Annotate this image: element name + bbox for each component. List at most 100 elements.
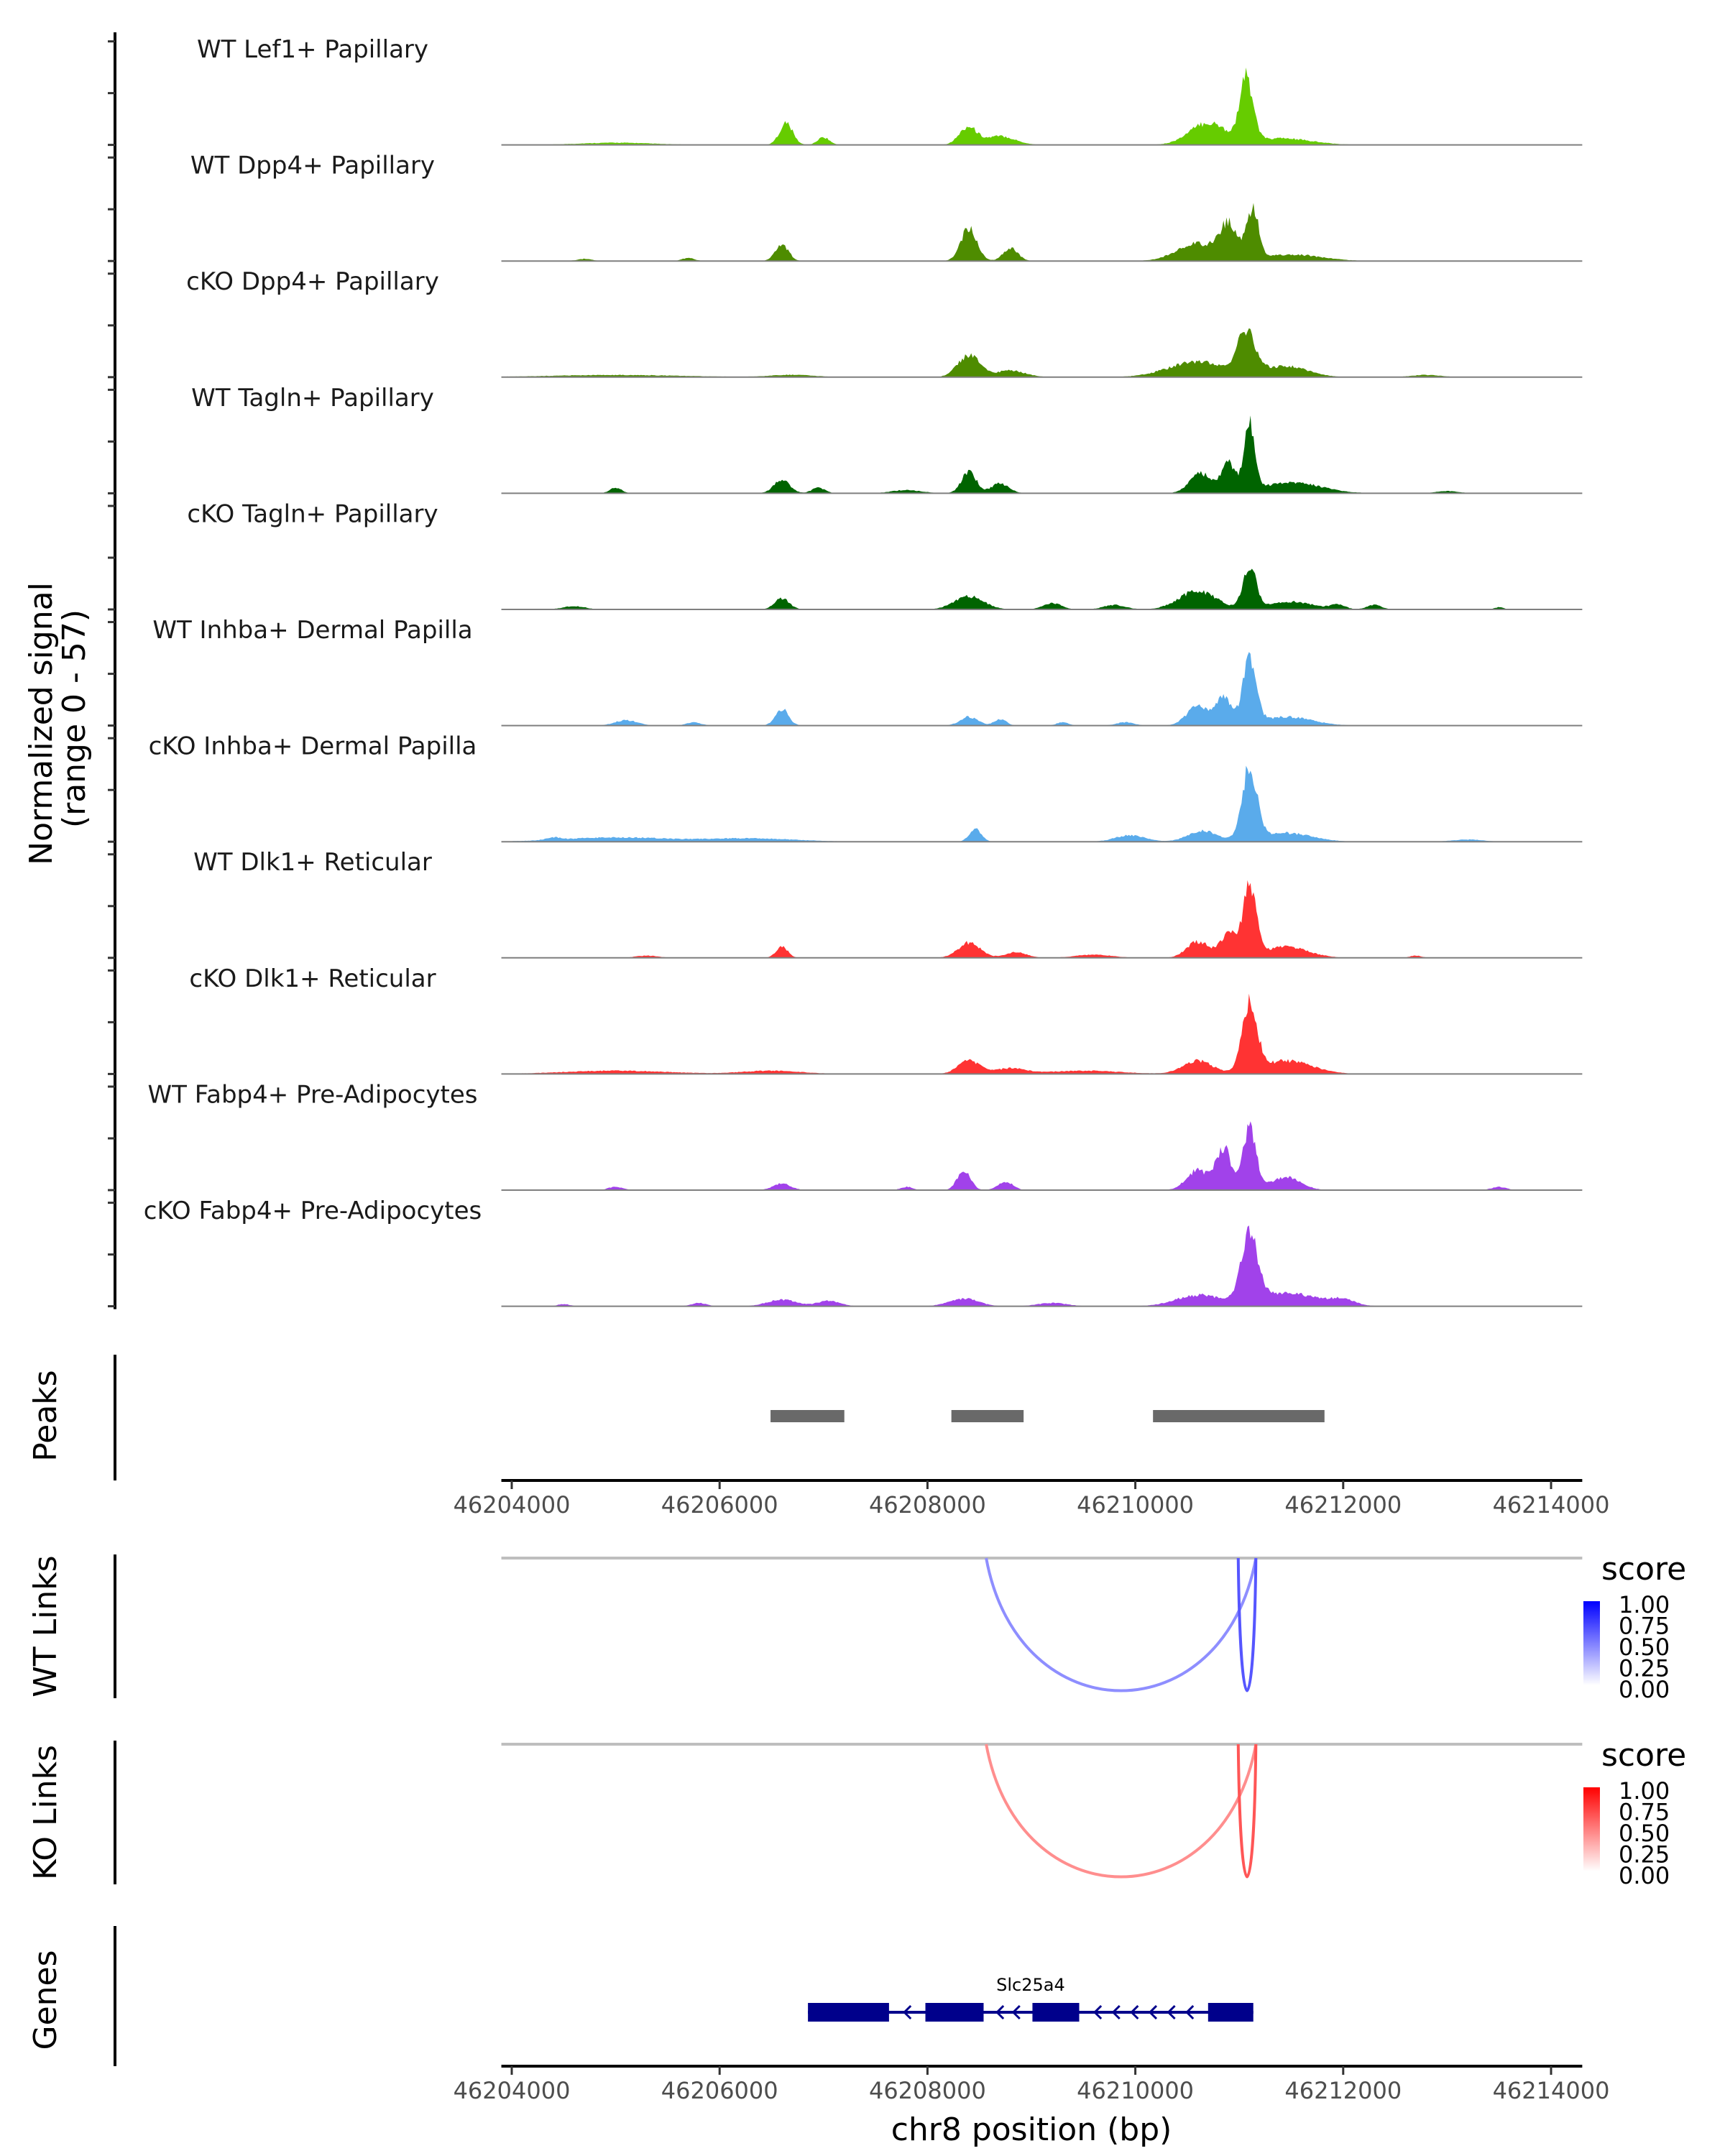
y-axis-title-line2: (range 0 - 57) <box>56 609 93 828</box>
coverage-area <box>501 568 1583 609</box>
x-axis-title: chr8 position (bp) <box>891 2111 1172 2148</box>
legend-tick-label: 0.50 <box>1619 1634 1670 1661</box>
coverage-tracks: WT Lef1+ Papillary WT Dpp4+ Papillary cKO … <box>108 32 1583 1309</box>
coverage-area <box>501 993 1583 1074</box>
coverage-area <box>501 1225 1583 1307</box>
links-track: KO Links score 1.000.750.500.250.00 <box>27 1737 1686 1889</box>
coverage-area <box>501 880 1583 958</box>
strand-arrow <box>995 2004 1005 2020</box>
coverage-track: WT Lef1+ Papillary <box>108 35 1583 147</box>
coverage-track: cKO Tagln+ Papillary <box>108 499 1583 611</box>
legend-tick-label: 0.25 <box>1619 1655 1670 1682</box>
x-tick-label: 46210000 <box>1077 1491 1194 1519</box>
score-legend: score 1.000.750.500.250.00 <box>1583 1737 1686 1889</box>
coverage-track: WT Fabp4+ Pre-Adipocytes <box>108 1080 1583 1192</box>
track-label: WT Tagln+ Papillary <box>191 384 434 413</box>
x-axis-bottom: 46204000 46206000 46208000 46210000 46212000… <box>454 2065 1610 2104</box>
link-arc <box>985 1557 1258 1692</box>
gene-exon <box>808 2003 889 2022</box>
track-label: WT Lef1+ Papillary <box>197 35 428 64</box>
coverage-track: cKO Dpp4+ Papillary <box>108 267 1583 379</box>
peak-region <box>770 1410 845 1422</box>
peaks-track: Peaks <box>27 1355 1325 1480</box>
coverage-area <box>501 652 1583 726</box>
peaks-track-label: Peaks <box>27 1370 64 1461</box>
strand-arrow <box>903 2004 912 2020</box>
track-label: WT Dpp4+ Papillary <box>190 152 435 180</box>
coverage-area <box>501 203 1583 262</box>
strand-arrow <box>1130 2004 1139 2020</box>
x-tick-label: 46214000 <box>1493 1491 1610 1519</box>
track-label: WT Inhba+ Dermal Papilla <box>152 616 472 645</box>
strand-arrow <box>1185 2004 1195 2020</box>
strand-arrow <box>1093 2004 1103 2020</box>
legend-colorbar <box>1583 1601 1600 1685</box>
legend-tick-label: 1.00 <box>1619 1591 1670 1618</box>
coverage-area <box>501 765 1583 842</box>
legend-tick-label: 1.00 <box>1619 1777 1670 1805</box>
coverage-track: WT Dpp4+ Papillary <box>108 152 1583 262</box>
link-arc <box>985 1743 1258 1879</box>
track-label: cKO Dlk1+ Reticular <box>189 964 436 993</box>
legend-title: score <box>1601 1551 1686 1588</box>
strand-arrow <box>1148 2004 1158 2020</box>
legend-title: score <box>1601 1737 1686 1774</box>
coverage-area <box>501 68 1583 145</box>
links-track-label: WT Links <box>27 1555 64 1697</box>
strand-arrow <box>1011 2004 1021 2020</box>
x-tick-label: 46208000 <box>869 1491 986 1519</box>
legend-tick-label: 0.75 <box>1619 1613 1670 1640</box>
y-axis-title-line1: Normalized signal <box>23 582 60 865</box>
y-axis-title: Normalized signal (range 0 - 57) <box>23 572 93 865</box>
coverage-track: WT Inhba+ Dermal Papilla <box>108 616 1583 727</box>
score-legend: score 1.000.750.500.250.00 <box>1583 1551 1686 1703</box>
gene-exon <box>1208 2003 1254 2022</box>
coverage-track: WT Tagln+ Papillary <box>108 384 1583 494</box>
x-tick-label: 46214000 <box>1493 2077 1610 2104</box>
gene-exon <box>925 2003 984 2022</box>
track-label: cKO Fabp4+ Pre-Adipocytes <box>144 1197 482 1225</box>
genes-track: Genes Slc25a4 <box>27 1926 1254 2066</box>
x-tick-label: 46212000 <box>1284 1491 1402 1519</box>
genes-track-label: Genes <box>27 1950 64 2050</box>
legend-tick-label: 0.00 <box>1619 1862 1670 1889</box>
coverage-track: WT Dlk1+ Reticular <box>108 848 1583 959</box>
strand-arrow <box>1111 2004 1121 2020</box>
strand-arrow <box>1167 2004 1176 2020</box>
track-label: WT Fabp4+ Pre-Adipocytes <box>148 1080 478 1109</box>
legend-tick-label: 0.75 <box>1619 1799 1670 1826</box>
legend-tick-label: 0.00 <box>1619 1676 1670 1703</box>
track-label: cKO Dpp4+ Papillary <box>186 267 439 296</box>
peak-region <box>951 1410 1024 1422</box>
link-arc <box>1236 1557 1258 1692</box>
x-tick-label: 46208000 <box>869 2077 986 2104</box>
coverage-track: cKO Dlk1+ Reticular <box>108 964 1583 1075</box>
legend-tick-label: 0.25 <box>1619 1841 1670 1869</box>
x-axis-top: 46204000 46206000 46208000 46210000 46212000… <box>454 1479 1610 1519</box>
links-track: WT Links score 1.000.750.500.250.00 <box>27 1551 1686 1703</box>
gene-exon <box>1032 2003 1080 2022</box>
x-tick-label: 46204000 <box>454 1491 571 1519</box>
x-tick-label: 46206000 <box>661 1491 778 1519</box>
track-label: cKO Inhba+ Dermal Papilla <box>149 732 477 761</box>
link-arc <box>1236 1743 1258 1879</box>
legend-tick-label: 0.50 <box>1619 1820 1670 1847</box>
links-track-label: KO Links <box>27 1745 64 1880</box>
track-label: WT Dlk1+ Reticular <box>193 848 432 877</box>
peak-region <box>1153 1410 1325 1422</box>
gene-name: Slc25a4 <box>996 1975 1065 1995</box>
coverage-track: cKO Inhba+ Dermal Papilla <box>108 732 1583 843</box>
x-tick-label: 46204000 <box>454 2077 571 2104</box>
x-tick-label: 46212000 <box>1284 2077 1402 2104</box>
coverage-area <box>501 1121 1583 1190</box>
coverage-track: cKO Fabp4+ Pre-Adipocytes <box>108 1197 1583 1308</box>
x-tick-label: 46206000 <box>661 2077 778 2104</box>
track-label: cKO Tagln+ Papillary <box>187 499 438 528</box>
coverage-area <box>501 328 1583 377</box>
gene: Slc25a4 <box>808 1975 1254 2022</box>
x-tick-label: 46210000 <box>1077 2077 1194 2104</box>
coverage-area <box>501 415 1583 494</box>
legend-colorbar <box>1583 1787 1600 1871</box>
